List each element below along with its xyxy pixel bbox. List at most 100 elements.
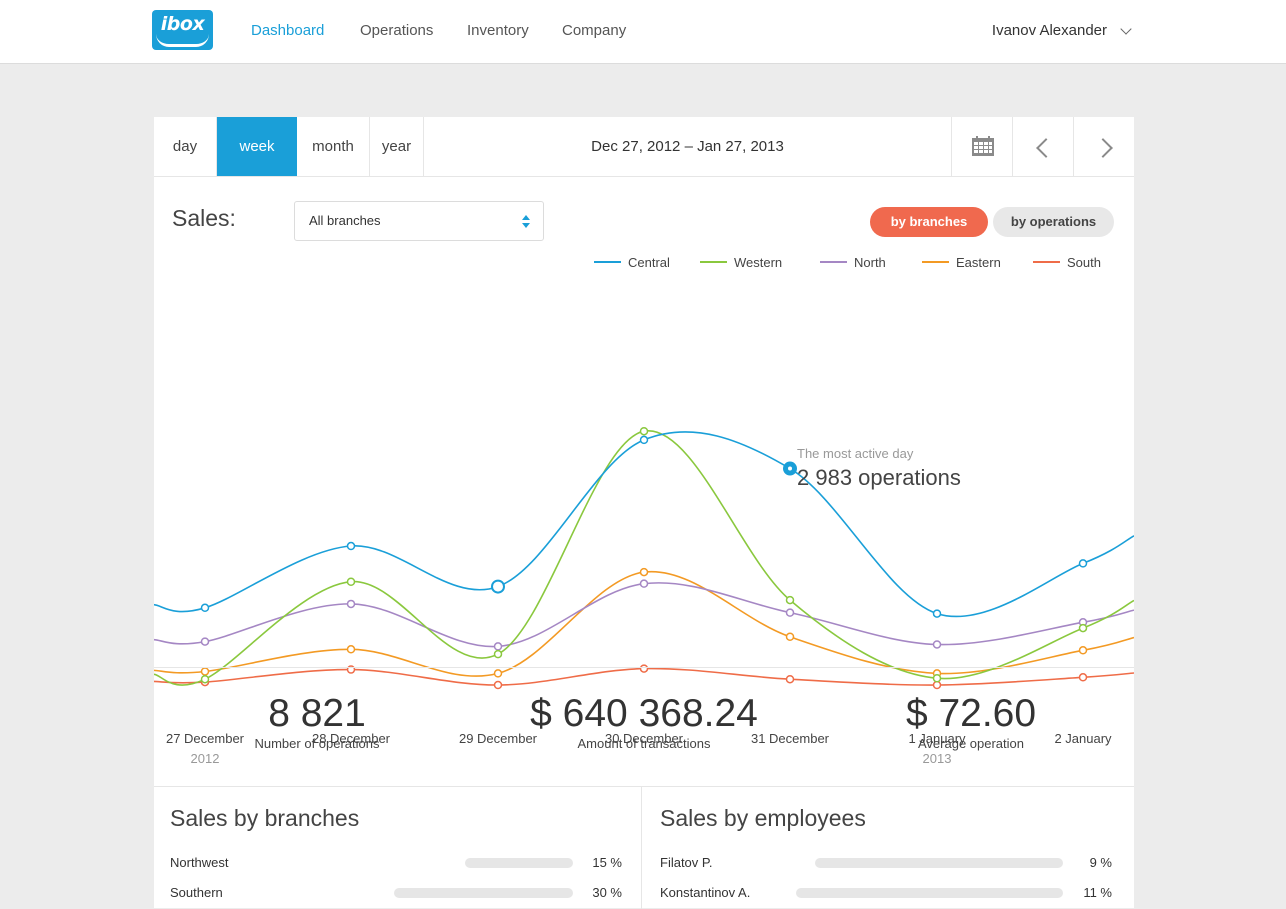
chevron-right-icon bbox=[1093, 138, 1113, 158]
data-point[interactable] bbox=[1078, 646, 1088, 655]
data-point[interactable] bbox=[1078, 623, 1088, 633]
data-point[interactable] bbox=[932, 609, 942, 618]
sales-line-chart: The most active day 2 983 operations 27 De… bbox=[154, 426, 1134, 766]
x-tick-sublabel: 2012 bbox=[191, 751, 220, 766]
data-point[interactable] bbox=[346, 541, 356, 551]
series-line-north bbox=[154, 582, 1134, 648]
x-tick-label: 2 January bbox=[1054, 731, 1112, 746]
x-tick-label: 27 December bbox=[166, 731, 245, 746]
progress-bar bbox=[796, 888, 1063, 898]
list-item[interactable]: Southern 30 % bbox=[154, 885, 634, 905]
logo-smile-icon bbox=[156, 34, 209, 47]
employee-pct: 11 % bbox=[1083, 885, 1112, 900]
data-point[interactable] bbox=[639, 435, 649, 445]
data-point[interactable] bbox=[639, 426, 649, 436]
top-navbar: ibox Dashboard Operations Inventory Comp… bbox=[0, 0, 1286, 64]
list-item[interactable]: Konstantinov A. 11 % bbox=[644, 885, 1124, 905]
progress-bar bbox=[815, 858, 1063, 868]
period-year[interactable]: year bbox=[370, 117, 424, 176]
user-name[interactable]: Ivanov Alexander bbox=[991, 22, 1107, 39]
list-item[interactable]: Filatov P. 9 % bbox=[644, 855, 1124, 875]
employee-name: Filatov P. bbox=[660, 855, 713, 870]
legend-label: Central bbox=[628, 255, 670, 270]
panel-divider bbox=[641, 787, 642, 909]
data-point[interactable] bbox=[1078, 673, 1088, 682]
data-point[interactable] bbox=[493, 642, 503, 651]
stat-label: Number of operations bbox=[254, 736, 380, 751]
data-point[interactable] bbox=[1078, 559, 1088, 568]
data-point[interactable] bbox=[932, 640, 942, 649]
data-point[interactable] bbox=[200, 603, 210, 613]
stat-value: $ 640 368.24 bbox=[530, 692, 758, 735]
legend-central[interactable]: Central bbox=[594, 255, 670, 270]
x-tick-sublabel: 2013 bbox=[923, 751, 952, 766]
prev-period-button[interactable] bbox=[1012, 117, 1074, 176]
branch-select[interactable]: All branches bbox=[294, 201, 544, 241]
x-tick-label: 1 January bbox=[908, 731, 966, 746]
data-point[interactable] bbox=[639, 579, 649, 588]
branch-name: Southern bbox=[170, 885, 223, 900]
next-period-button[interactable] bbox=[1073, 117, 1135, 176]
stat-average: $ 72.60 Average operation bbox=[871, 692, 1071, 751]
legend-north[interactable]: North bbox=[820, 255, 886, 270]
chevron-left-icon bbox=[1036, 138, 1056, 158]
data-point[interactable] bbox=[491, 579, 505, 594]
nav-company[interactable]: Company bbox=[562, 22, 627, 39]
data-point[interactable] bbox=[200, 674, 210, 684]
x-tick-label: 28 December bbox=[312, 731, 391, 746]
legend-eastern[interactable]: Eastern bbox=[922, 255, 1001, 270]
by-operations-toggle[interactable]: by operations bbox=[993, 207, 1114, 237]
legend-label: South bbox=[1067, 255, 1101, 270]
data-point[interactable] bbox=[639, 567, 649, 577]
x-tick-label: 30 December bbox=[605, 731, 684, 746]
branch-name: Northwest bbox=[170, 855, 229, 870]
data-point[interactable] bbox=[493, 649, 503, 659]
data-point[interactable] bbox=[639, 664, 649, 673]
legend-swatch bbox=[594, 260, 621, 263]
data-point[interactable] bbox=[785, 608, 795, 617]
chart-legend: Central Western North Eastern South bbox=[154, 255, 1134, 275]
ibox-logo[interactable]: ibox bbox=[152, 10, 213, 50]
legend-swatch bbox=[1033, 260, 1060, 263]
stat-label: Average operation bbox=[917, 736, 1024, 751]
data-point[interactable] bbox=[200, 637, 210, 646]
data-point[interactable] bbox=[785, 632, 795, 641]
data-point[interactable] bbox=[346, 645, 356, 654]
sales-by-branches-panel: Sales by branches Northwest 15 % Souther… bbox=[154, 787, 641, 909]
stat-value: 8 821 bbox=[268, 692, 366, 735]
branch-pct: 30 % bbox=[592, 885, 622, 900]
data-point[interactable] bbox=[346, 599, 356, 609]
legend-western[interactable]: Western bbox=[700, 255, 782, 270]
annotation-value: 2 983 operations bbox=[797, 465, 961, 490]
data-point[interactable] bbox=[346, 577, 356, 586]
nav-operations[interactable]: Operations bbox=[360, 22, 434, 39]
nav-inventory[interactable]: Inventory bbox=[467, 22, 529, 39]
chevron-down-icon[interactable] bbox=[1120, 23, 1132, 35]
data-point[interactable] bbox=[932, 673, 942, 683]
stat-transactions: $ 640 368.24 Amount of transactions bbox=[494, 692, 794, 751]
sales-label: Sales: bbox=[172, 205, 236, 231]
stat-label: Amount of transactions bbox=[577, 736, 711, 751]
series-line-western bbox=[154, 430, 1134, 686]
period-month[interactable]: month bbox=[297, 117, 370, 176]
stats-row: 8 821 Number of operations $ 640 368.24 … bbox=[154, 667, 1134, 786]
data-point[interactable] bbox=[785, 595, 795, 605]
nav-dashboard[interactable]: Dashboard bbox=[251, 22, 325, 39]
series-line-central bbox=[154, 431, 1134, 618]
logo-text: ibox bbox=[160, 13, 205, 35]
employee-name: Konstantinov A. bbox=[660, 885, 751, 900]
data-point[interactable] bbox=[493, 669, 503, 678]
legend-label: Eastern bbox=[956, 255, 1001, 270]
legend-label: Western bbox=[734, 255, 783, 270]
sales-by-employees-panel: Sales by employees Filatov P. 9 % Konsta… bbox=[644, 787, 1134, 909]
data-point[interactable] bbox=[493, 680, 503, 690]
bottom-panels: Sales by branches Northwest 15 % Souther… bbox=[154, 786, 1134, 909]
period-week[interactable]: week bbox=[217, 117, 297, 176]
list-item[interactable]: Northwest 15 % bbox=[154, 855, 634, 875]
period-day[interactable]: day bbox=[154, 117, 217, 176]
by-branches-toggle[interactable]: by branches bbox=[870, 207, 988, 237]
legend-label: North bbox=[854, 255, 886, 270]
calendar-button[interactable] bbox=[951, 117, 1013, 176]
data-point[interactable] bbox=[785, 674, 795, 684]
legend-south[interactable]: South bbox=[1033, 255, 1101, 270]
